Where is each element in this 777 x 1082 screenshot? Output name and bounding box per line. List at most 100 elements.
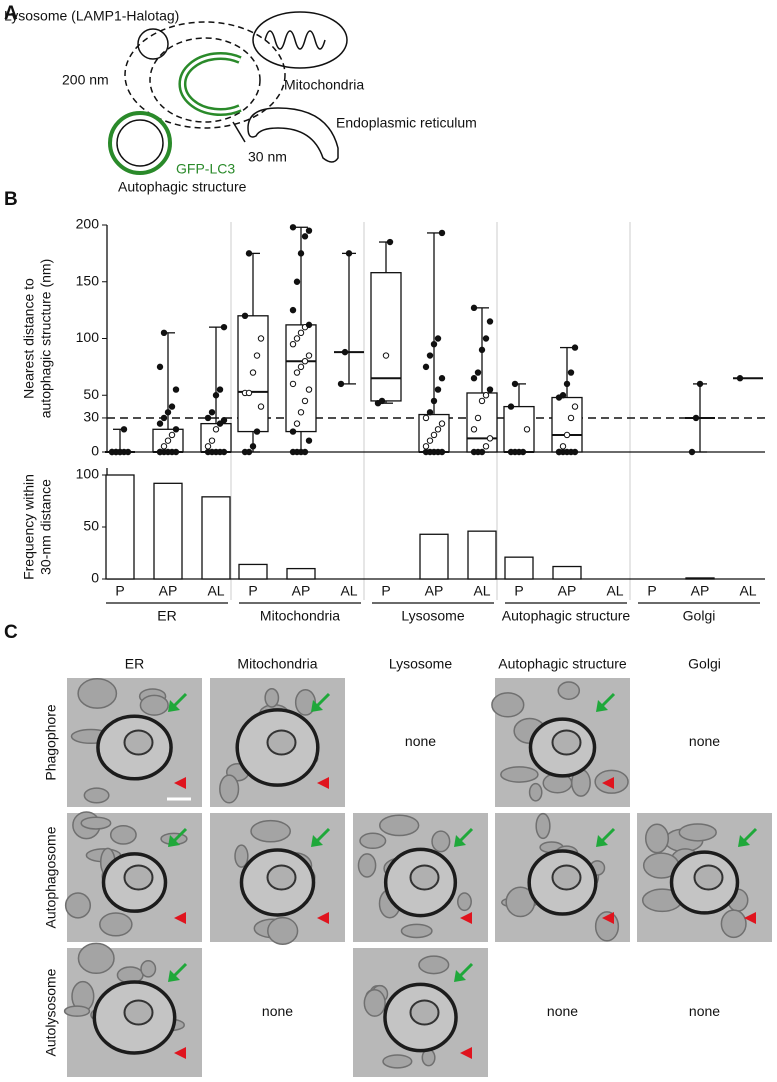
point bbox=[486, 386, 494, 393]
point bbox=[220, 448, 228, 456]
y-tick-label: 150 bbox=[76, 272, 100, 288]
x-tick-label: P bbox=[647, 583, 656, 599]
y-axis-label: 30-nm distance bbox=[38, 479, 54, 575]
point bbox=[486, 318, 494, 325]
bar bbox=[504, 556, 534, 580]
group-label: Mitochondria bbox=[260, 608, 340, 624]
bar bbox=[201, 496, 231, 580]
point bbox=[204, 414, 212, 422]
point bbox=[293, 278, 301, 285]
green-arrowhead bbox=[596, 835, 608, 847]
point bbox=[486, 435, 494, 442]
bar bbox=[685, 577, 715, 580]
point bbox=[736, 375, 744, 382]
em-texture bbox=[219, 774, 240, 804]
point bbox=[438, 448, 446, 456]
column-label: Autophagic structure bbox=[498, 656, 627, 672]
label: 200 nm bbox=[62, 72, 109, 88]
y-axis-label: Nearest distance to bbox=[21, 278, 37, 399]
point bbox=[474, 369, 482, 376]
point bbox=[474, 414, 482, 422]
bar bbox=[238, 563, 268, 580]
point bbox=[124, 448, 132, 456]
red-arrowhead bbox=[317, 912, 329, 924]
em-texture bbox=[139, 694, 169, 716]
point bbox=[168, 403, 176, 410]
point bbox=[434, 426, 442, 433]
point bbox=[571, 403, 579, 410]
point bbox=[470, 375, 478, 382]
panel-letter: A bbox=[4, 3, 18, 24]
point bbox=[305, 352, 313, 359]
row-label: Autolysosome bbox=[43, 968, 59, 1056]
none-label: none bbox=[689, 1003, 720, 1019]
column-label: Golgi bbox=[688, 656, 721, 672]
red-arrowhead bbox=[602, 777, 614, 789]
point bbox=[220, 323, 228, 331]
point bbox=[156, 363, 164, 371]
label: GFP-LC3 bbox=[176, 161, 235, 177]
lysosome-shape bbox=[137, 28, 169, 60]
em-texture bbox=[431, 830, 451, 853]
em-inner bbox=[266, 864, 297, 891]
point bbox=[567, 414, 575, 422]
panel-letter: B bbox=[4, 189, 18, 210]
point bbox=[297, 409, 305, 416]
box bbox=[370, 272, 402, 402]
y-tick-label: 50 bbox=[83, 386, 99, 402]
point bbox=[571, 344, 579, 351]
red-arrowhead bbox=[602, 912, 614, 924]
point bbox=[164, 437, 172, 444]
y-tick-label: 100 bbox=[76, 329, 100, 345]
x-tick-label: AL bbox=[207, 583, 224, 599]
y-tick-label: 100 bbox=[76, 466, 100, 482]
point bbox=[567, 369, 575, 376]
point bbox=[249, 443, 257, 450]
group-label: Golgi bbox=[683, 608, 716, 624]
point bbox=[289, 340, 297, 348]
point bbox=[305, 386, 313, 393]
point bbox=[156, 448, 164, 456]
point bbox=[426, 437, 434, 444]
y-tick-label: 0 bbox=[91, 443, 99, 459]
em-texture bbox=[457, 892, 472, 912]
point bbox=[208, 409, 216, 416]
x-tick-label: AL bbox=[340, 583, 357, 599]
point bbox=[688, 448, 696, 456]
point bbox=[245, 448, 253, 456]
em-texture bbox=[379, 814, 420, 837]
em-image bbox=[210, 678, 345, 807]
bar bbox=[286, 567, 316, 580]
y-tick-label: 200 bbox=[76, 216, 100, 232]
x-tick-label: P bbox=[514, 583, 523, 599]
x-tick-label: P bbox=[381, 583, 390, 599]
none-label: none bbox=[547, 1003, 578, 1019]
em-texture bbox=[109, 824, 137, 845]
point bbox=[289, 380, 297, 388]
y-tick-label: 50 bbox=[83, 518, 99, 534]
red-arrowhead bbox=[174, 1047, 186, 1059]
point bbox=[478, 346, 486, 354]
point bbox=[297, 250, 305, 257]
red-arrowhead bbox=[744, 912, 756, 924]
autophagic-shape bbox=[108, 111, 172, 175]
none-label: none bbox=[405, 733, 436, 749]
x-tick-label: AP bbox=[159, 583, 178, 599]
label: Lysosome (LAMP1-Halotag) bbox=[4, 8, 179, 24]
none-label: none bbox=[262, 1003, 293, 1019]
range-200 bbox=[124, 21, 286, 129]
point bbox=[257, 335, 265, 342]
point bbox=[216, 386, 224, 393]
em-texture bbox=[557, 681, 581, 700]
bar bbox=[419, 533, 449, 580]
point bbox=[482, 392, 490, 399]
em-texture bbox=[400, 923, 433, 939]
label: 30 nm bbox=[248, 149, 287, 165]
point bbox=[301, 448, 309, 456]
em-texture bbox=[363, 989, 386, 1017]
pointer bbox=[232, 121, 246, 143]
green-arrowhead bbox=[311, 835, 323, 847]
none-label: none bbox=[689, 733, 720, 749]
em-texture bbox=[64, 892, 92, 919]
point bbox=[253, 352, 261, 359]
